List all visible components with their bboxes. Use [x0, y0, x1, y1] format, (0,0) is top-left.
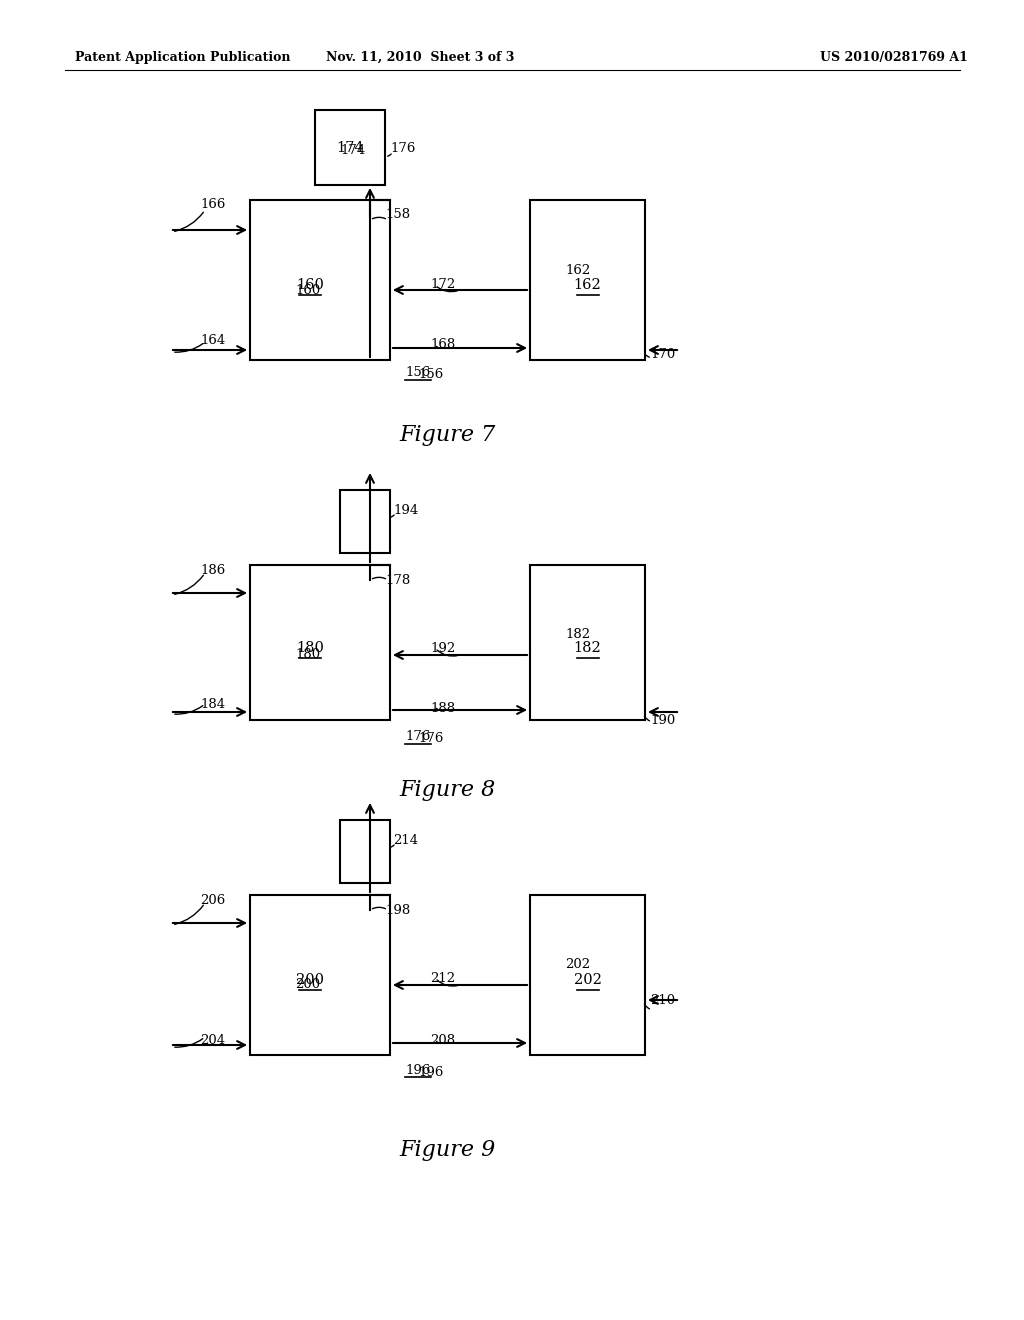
Text: 182: 182	[565, 628, 590, 642]
Text: 192: 192	[430, 642, 456, 655]
Text: 198: 198	[385, 903, 411, 916]
Bar	[530, 895, 645, 1055]
Text: 196: 196	[418, 1065, 443, 1078]
Text: 174: 174	[336, 140, 364, 154]
Text: 168: 168	[430, 338, 456, 351]
Text: 156: 156	[406, 367, 431, 380]
Text: 186: 186	[200, 564, 225, 577]
Text: 176: 176	[418, 731, 443, 744]
Text: 164: 164	[200, 334, 225, 346]
Text: 196: 196	[406, 1064, 431, 1077]
Text: 200: 200	[296, 973, 324, 987]
Text: 202: 202	[565, 958, 590, 972]
Text: 190: 190	[650, 714, 675, 726]
Text: US 2010/0281769 A1: US 2010/0281769 A1	[820, 50, 968, 63]
Text: 202: 202	[573, 973, 601, 987]
Text: 208: 208	[430, 1034, 455, 1047]
Bar	[250, 565, 390, 719]
Text: 210: 210	[650, 994, 675, 1006]
Text: Nov. 11, 2010  Sheet 3 of 3: Nov. 11, 2010 Sheet 3 of 3	[326, 50, 514, 63]
Text: Figure 8: Figure 8	[399, 779, 496, 801]
Text: 214: 214	[393, 833, 418, 846]
Text: 162: 162	[565, 264, 590, 276]
Text: Figure 9: Figure 9	[399, 1139, 496, 1162]
Text: 170: 170	[650, 348, 675, 362]
Text: 172: 172	[430, 279, 456, 292]
Text: 184: 184	[200, 698, 225, 711]
Text: 162: 162	[573, 279, 601, 292]
Text: 206: 206	[200, 894, 225, 907]
Bar	[530, 565, 645, 719]
Text: Figure 7: Figure 7	[399, 424, 496, 446]
Text: 180: 180	[295, 648, 321, 661]
Text: 158: 158	[385, 209, 411, 222]
Bar	[250, 895, 390, 1055]
Text: 212: 212	[430, 972, 455, 985]
Text: 166: 166	[200, 198, 225, 211]
Text: 156: 156	[418, 368, 443, 381]
Text: 194: 194	[393, 503, 418, 516]
Text: 180: 180	[296, 640, 324, 655]
Text: 188: 188	[430, 701, 455, 714]
Bar	[250, 201, 390, 360]
Bar	[340, 820, 390, 883]
Text: 160: 160	[296, 279, 324, 292]
Text: 204: 204	[200, 1034, 225, 1047]
Text: Patent Application Publication: Patent Application Publication	[75, 50, 291, 63]
Text: 178: 178	[385, 573, 411, 586]
Bar	[340, 490, 390, 553]
Text: 176: 176	[390, 141, 416, 154]
Text: 176: 176	[406, 730, 431, 743]
Bar	[315, 110, 385, 185]
Text: 200: 200	[295, 978, 321, 991]
Bar	[530, 201, 645, 360]
Text: 160: 160	[295, 284, 321, 297]
Text: 182: 182	[573, 640, 601, 655]
Text: 174: 174	[340, 144, 366, 157]
